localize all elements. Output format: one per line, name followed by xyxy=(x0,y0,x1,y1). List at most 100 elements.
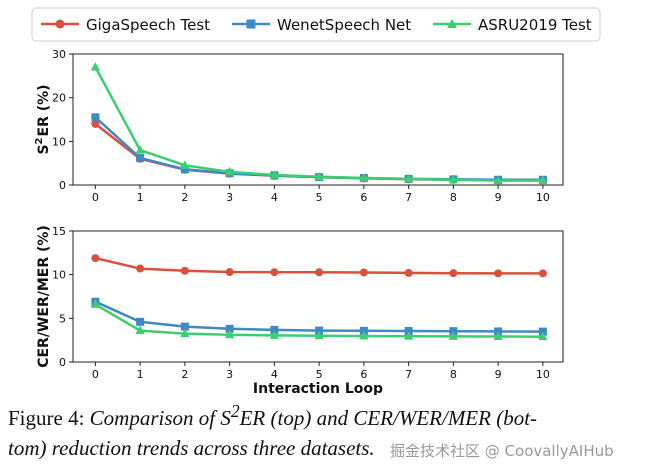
bottom-point-gigaspeech xyxy=(91,254,100,263)
bottom-point-gigaspeech xyxy=(359,268,368,277)
top-point-asru2019 xyxy=(493,175,503,185)
legend-label-asru2019: ASRU2019 Test xyxy=(478,16,592,34)
bottom-ytick-label: 10 xyxy=(52,269,66,282)
top-line-gigaspeech xyxy=(94,122,543,182)
legend-label-gigaspeech: GigaSpeech Test xyxy=(86,16,210,34)
top-point-asru2019 xyxy=(90,62,100,71)
bottom-xtick-label: 2 xyxy=(181,368,188,381)
bottom-point-gigaspeech xyxy=(225,268,234,277)
bottom-point-wenetspeech xyxy=(136,317,145,326)
bottom-chart-ticks: 0 1 2 3 4 5 6 7 8 9 10 0 5 10 15 xyxy=(52,225,550,381)
bottom-xtick-label: 7 xyxy=(405,368,412,381)
legend-marker-wenetspeech xyxy=(246,19,256,29)
top-point-asru2019 xyxy=(359,173,369,182)
bottom-point-wenetspeech xyxy=(538,327,547,336)
bottom-xtick-label: 6 xyxy=(360,368,367,381)
bottom-chart-series xyxy=(90,254,548,341)
caption-prefix: Figure 4: xyxy=(8,406,85,430)
bottom-point-wenetspeech xyxy=(180,322,189,331)
top-ytick-label: 30 xyxy=(52,48,66,61)
top-xtick-label: 2 xyxy=(181,191,188,204)
top-ytick-label: 10 xyxy=(52,135,66,148)
top-ytick-label: 20 xyxy=(52,92,66,105)
top-point-asru2019 xyxy=(538,175,548,185)
top-chart-frame xyxy=(72,53,564,186)
bottom-point-gigaspeech xyxy=(136,264,145,273)
top-line-wenetspeech xyxy=(94,116,543,182)
top-point-asru2019 xyxy=(404,173,414,183)
bottom-point-asru2019 xyxy=(538,331,548,341)
bottom-ytick-label: 0 xyxy=(59,356,66,369)
bottom-xtick-label: 1 xyxy=(137,368,144,381)
legend-marker-gigaspeech xyxy=(55,19,65,29)
top-point-asru2019 xyxy=(448,174,458,184)
bottom-xtick-label: 5 xyxy=(316,368,323,381)
bottom-point-asru2019 xyxy=(493,331,503,340)
top-point-wenetspeech xyxy=(180,165,189,174)
watermark: 掘金技术社区 @ CoovallyAIHub xyxy=(390,442,614,460)
top-point-asru2019 xyxy=(225,166,235,176)
top-xtick-label: 8 xyxy=(450,191,457,204)
bottom-point-gigaspeech xyxy=(538,269,547,278)
bottom-xtick-label: 10 xyxy=(536,368,550,381)
top-xtick-label: 5 xyxy=(316,191,323,204)
figure-caption: Figure 4: Comparison of S2ER (top) and C… xyxy=(8,396,658,463)
top-point-wenetspeech xyxy=(91,113,100,122)
top-xtick-label: 6 xyxy=(360,191,367,204)
bottom-xtick-label: 3 xyxy=(226,368,233,381)
bottom-chart-xlabel: Interaction Loop xyxy=(253,381,383,395)
top-chart-series xyxy=(90,62,548,185)
bottom-point-gigaspeech xyxy=(404,268,413,277)
top-xtick-label: 4 xyxy=(271,191,278,204)
bottom-point-wenetspeech xyxy=(449,327,458,336)
bottom-ytick-label: 5 xyxy=(59,312,66,325)
bottom-point-gigaspeech xyxy=(180,266,189,275)
bottom-point-wenetspeech xyxy=(315,326,324,335)
bottom-xtick-label: 0 xyxy=(92,368,99,381)
bottom-point-wenetspeech xyxy=(359,326,368,335)
caption-sup: 2 xyxy=(230,401,240,421)
bottom-point-gigaspeech xyxy=(315,268,324,277)
bottom-point-wenetspeech xyxy=(270,325,279,334)
top-point-asru2019 xyxy=(314,171,324,181)
bottom-ytick-label: 15 xyxy=(52,225,66,238)
bottom-point-asru2019 xyxy=(404,331,414,340)
bottom-point-asru2019 xyxy=(448,331,458,340)
top-xtick-label: 7 xyxy=(405,191,412,204)
bottom-point-asru2019 xyxy=(225,329,235,339)
bottom-point-gigaspeech xyxy=(270,268,279,277)
top-xtick-label: 1 xyxy=(137,191,144,204)
bottom-point-wenetspeech xyxy=(404,326,413,335)
bottom-point-asru2019 xyxy=(314,330,324,340)
legend-frame xyxy=(31,7,601,42)
top-chart-ticks: 0 1 2 3 4 5 6 7 8 9 10 0 10 20 30 xyxy=(52,48,550,204)
bottom-xtick-label: 8 xyxy=(450,368,457,381)
bottom-chart-ylabel: CER/WER/MER (%) xyxy=(36,225,52,368)
top-xtick-label: 3 xyxy=(226,191,233,204)
legend-marker-asru2019 xyxy=(447,19,457,28)
bottom-point-asru2019 xyxy=(359,331,369,340)
top-point-asru2019 xyxy=(180,160,190,169)
top-ytick-label: 0 xyxy=(59,179,66,192)
top-xtick-label: 0 xyxy=(92,191,99,204)
bottom-point-asru2019 xyxy=(180,328,190,338)
legend: GigaSpeech Test WenetSpeech Net ASRU2019… xyxy=(31,7,601,42)
top-chart: S2ER (%) 0 1 2 3 4 5 6 7 8 9 10 0 10 20 30 xyxy=(34,48,564,204)
bottom-xtick-label: 9 xyxy=(495,368,502,381)
bottom-chart-frame xyxy=(72,230,564,363)
bottom-xtick-label: 4 xyxy=(271,368,278,381)
top-point-asru2019 xyxy=(135,145,145,154)
top-point-gigaspeech xyxy=(91,119,100,128)
bottom-point-wenetspeech xyxy=(494,327,503,336)
legend-label-wenetspeech: WenetSpeech Net xyxy=(277,16,411,34)
caption-part1: Comparison of S xyxy=(89,406,231,430)
figure: GigaSpeech Test WenetSpeech Net ASRU2019… xyxy=(31,7,601,395)
bottom-point-wenetspeech xyxy=(225,324,234,333)
bottom-chart: CER/WER/MER (%) Interaction Loop 0 1 2 3 4 5 6… xyxy=(36,225,564,395)
bottom-point-asru2019 xyxy=(90,299,100,308)
top-point-wenetspeech xyxy=(136,153,145,162)
bottom-point-gigaspeech xyxy=(449,269,458,278)
caption-part3: tom) reduction trends across three datas… xyxy=(8,436,375,460)
bottom-point-asru2019 xyxy=(135,325,145,335)
bottom-point-asru2019 xyxy=(269,330,279,339)
